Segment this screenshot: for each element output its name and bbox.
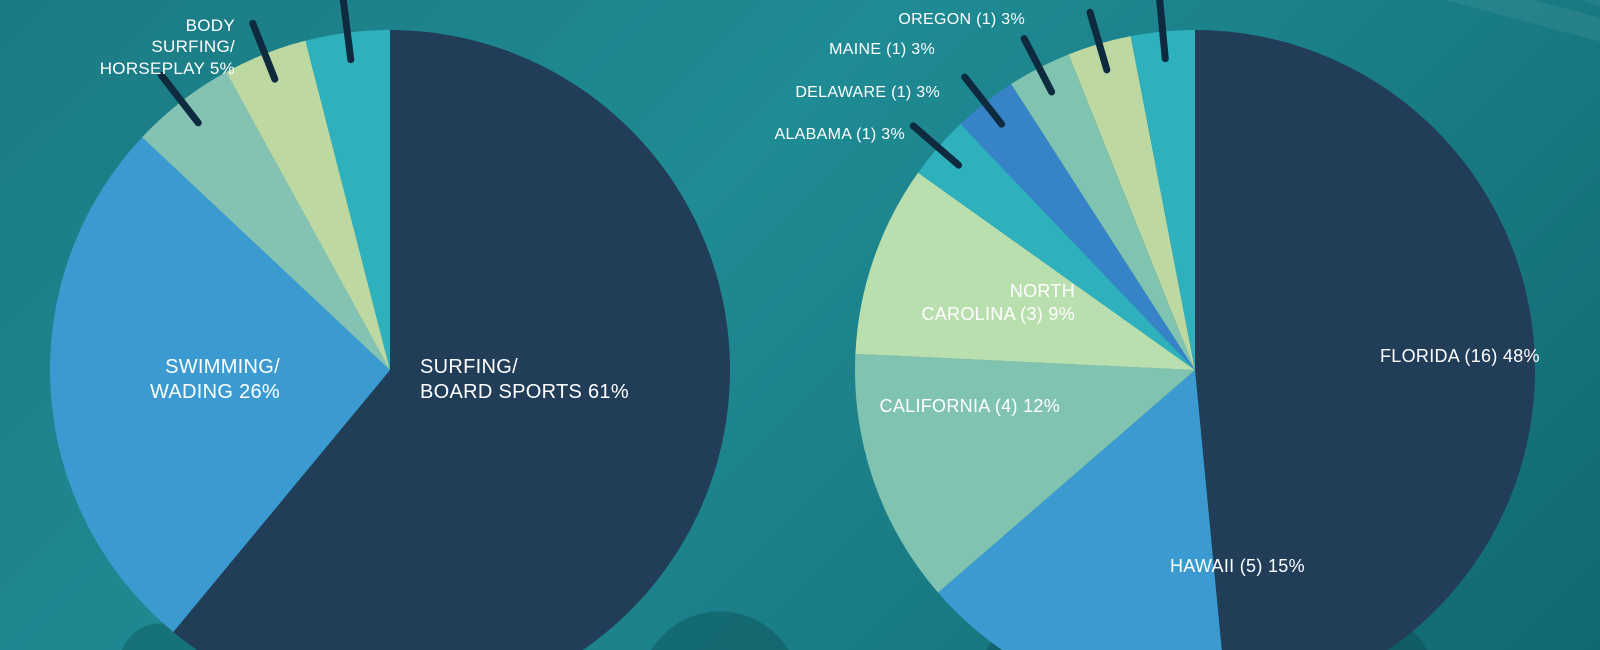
label-alabama: ALABAMA (1) 3% (775, 125, 905, 145)
label-freediving: FREE DIVING 4% (208, 0, 350, 3)
label-california: CALIFORNIA (4) 12% (880, 395, 1060, 418)
label-oregon: OREGON (1) 3% (898, 10, 1025, 30)
label-horseplay: BODY SURFING/ HORSEPLAY 5% (100, 15, 235, 79)
label-swimming: SWIMMING/ WADING 26% (150, 355, 280, 405)
label-florida: FLORIDA (16) 48% (1380, 345, 1540, 368)
label-scarolina: CAROLINA (1) 3% (1108, 0, 1245, 2)
labels-layer: SURFING/ BOARD SPORTS 61% SWIMMING/ WADIN… (0, 0, 1600, 650)
label-hawaii: HAWAII (5) 15% (1170, 555, 1305, 578)
label-maine: MAINE (1) 3% (829, 40, 935, 60)
label-delaware: DELAWARE (1) 3% (795, 83, 940, 103)
label-surfing: SURFING/ BOARD SPORTS 61% (420, 355, 629, 405)
label-ncarolina: NORTH CAROLINA (3) 9% (921, 280, 1075, 325)
